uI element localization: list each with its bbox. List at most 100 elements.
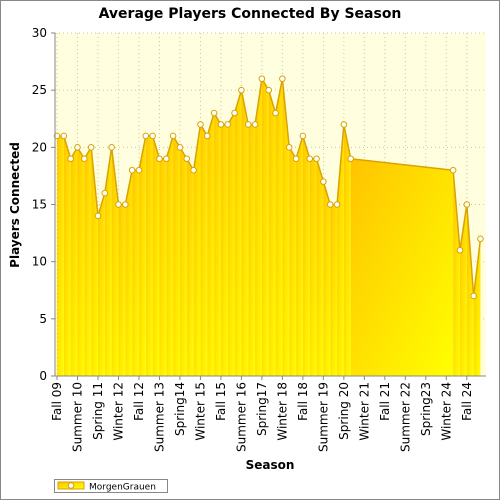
area-segment — [234, 90, 242, 377]
data-point — [326, 201, 334, 208]
x-tick-label: Summer 10 — [70, 382, 84, 452]
data-point — [190, 166, 197, 174]
area-segment — [227, 113, 235, 377]
data-point — [470, 292, 477, 300]
area-segment — [289, 147, 297, 376]
x-axis-label: Season — [246, 458, 295, 472]
line-segment — [268, 89, 277, 114]
data-point — [60, 132, 68, 140]
area-segment — [255, 78, 262, 376]
data-point — [320, 178, 327, 185]
data-point — [94, 212, 102, 220]
area-segment — [173, 135, 180, 376]
data-point — [53, 132, 61, 140]
area-segment — [350, 158, 454, 376]
y-tick-label: 25 — [32, 83, 47, 97]
line-segment — [472, 238, 482, 297]
line-segment — [281, 78, 290, 148]
line-segment — [138, 135, 147, 171]
area-segment — [179, 147, 187, 376]
x-tick-label: Winter 12 — [111, 382, 125, 441]
data-point — [231, 109, 238, 117]
area-segment — [261, 78, 269, 376]
data-point — [122, 201, 129, 208]
data-point — [251, 121, 259, 128]
line-segment — [104, 147, 113, 194]
legend-marker — [67, 482, 75, 489]
area-segment — [57, 135, 64, 376]
line-segment — [336, 124, 345, 205]
line-segment — [452, 170, 461, 251]
data-point — [217, 121, 225, 128]
area-segment — [275, 78, 283, 376]
data-point — [285, 144, 293, 151]
data-point — [149, 132, 156, 140]
data-point — [272, 109, 279, 117]
line-segment — [90, 147, 99, 217]
data-point — [456, 246, 464, 254]
x-tick-label: Fall 15 — [214, 382, 228, 421]
area-segment — [282, 78, 290, 376]
data-point — [340, 121, 348, 128]
area-segment — [459, 204, 467, 376]
chart-title: Average Players Connected By Season — [99, 6, 402, 22]
area-segment — [145, 135, 153, 376]
x-tick-label: Fall 12 — [132, 382, 146, 421]
area-segment — [84, 147, 92, 376]
line-segment — [151, 135, 161, 159]
area-segment — [104, 147, 112, 376]
area-segment — [296, 135, 303, 376]
area-segment — [186, 158, 194, 376]
data-point — [101, 189, 109, 197]
x-tick-label: Summer 16 — [234, 382, 248, 452]
data-point — [81, 155, 88, 163]
line-segment — [206, 112, 215, 137]
line-segment — [302, 135, 311, 159]
data-point — [176, 144, 184, 151]
line-segment — [63, 135, 72, 159]
area-segment — [132, 170, 139, 376]
data-point — [279, 75, 286, 83]
data-point — [197, 121, 204, 128]
y-tick-label: 5 — [39, 312, 47, 326]
data-point — [74, 144, 81, 151]
data-point — [142, 132, 150, 140]
area-segment — [118, 204, 126, 376]
data-point — [306, 155, 314, 163]
area-segment — [343, 124, 351, 376]
x-tick-label: Winter 15 — [193, 382, 207, 441]
data-point — [299, 132, 307, 140]
line-segment — [192, 124, 202, 171]
x-tick-label: Summer 19 — [316, 382, 330, 452]
data-point — [463, 201, 471, 208]
area-segment — [323, 181, 331, 376]
area-segment — [63, 135, 71, 376]
area-segment — [466, 204, 474, 376]
x-tick-label: Fall 18 — [296, 382, 310, 421]
y-tick-label: 20 — [32, 140, 47, 154]
area-segment — [214, 113, 221, 377]
data-point — [183, 155, 191, 163]
line-segment — [274, 78, 284, 114]
area-segment — [152, 135, 160, 376]
x-tick-label: Spring14 — [173, 382, 187, 436]
legend-label: MorgenGrauen — [89, 483, 156, 493]
y-tick-label: 15 — [32, 198, 47, 212]
line-segment — [110, 147, 120, 205]
data-point — [238, 86, 245, 94]
data-point — [169, 132, 177, 140]
area-segment — [207, 113, 215, 377]
data-point — [265, 86, 273, 94]
line-segment — [254, 78, 263, 125]
data-point — [292, 155, 300, 163]
line-segment — [165, 135, 174, 159]
data-point — [87, 144, 95, 151]
area-segment — [268, 90, 276, 377]
area-segment — [473, 238, 481, 376]
x-tick-label: Spring23 — [419, 382, 433, 436]
x-tick-label: Spring 11 — [91, 382, 105, 440]
x-tick-label: Winter 21 — [357, 382, 371, 441]
data-point — [244, 121, 252, 128]
data-point — [203, 132, 211, 140]
